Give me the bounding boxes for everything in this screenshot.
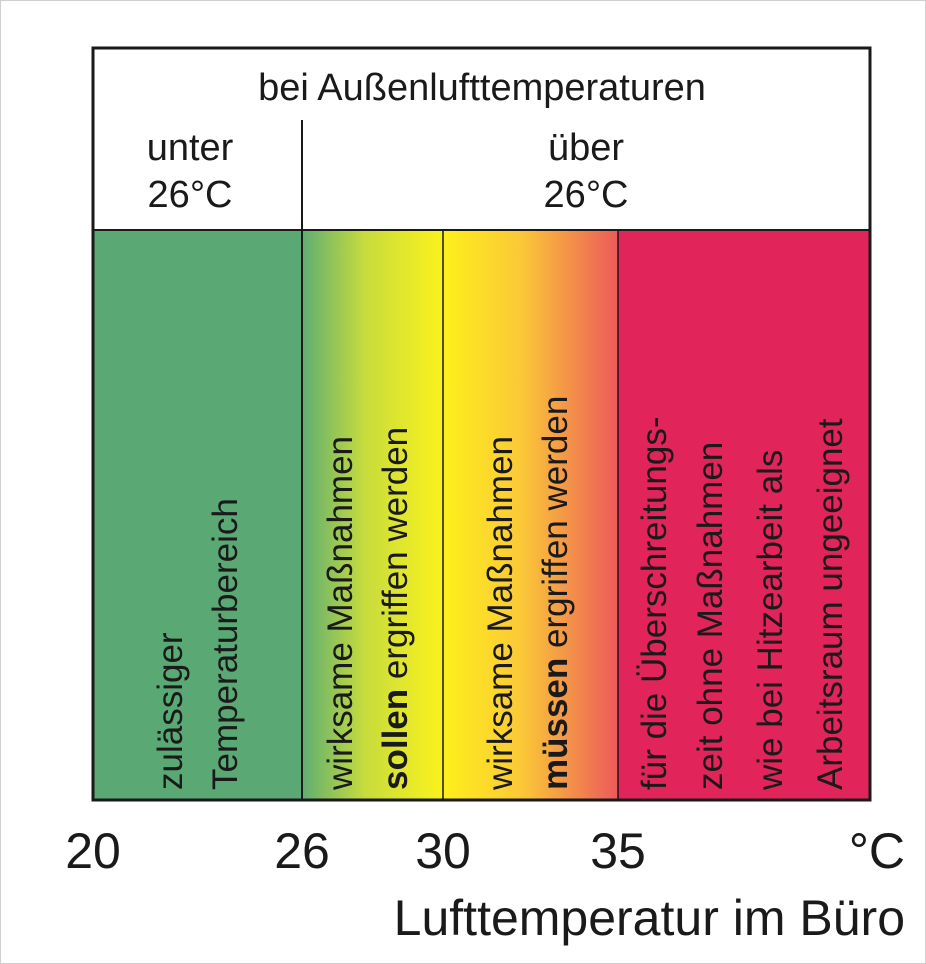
zone-text: zulässiger: [151, 632, 190, 790]
zone-text-part: sollen: [376, 689, 415, 790]
header-left: 26°C: [148, 174, 233, 216]
axis-label: Lufttemperatur im Büro: [394, 890, 905, 946]
zone-yellow: [302, 230, 443, 800]
header-left: unter: [147, 127, 234, 169]
zone-text: sollen ergriffen werden: [376, 427, 415, 790]
axis-tick: °C: [849, 823, 905, 879]
zone-orange: [443, 230, 618, 800]
zone-text: zeit ohne Maßnahmen: [691, 442, 730, 790]
zone-text: wirksame Maßnahmen: [321, 436, 360, 791]
zone-text: Temperaturbereich: [206, 498, 245, 790]
zone-text-part: wirksame Maßnahmen: [321, 436, 360, 791]
axis-tick: 20: [65, 823, 121, 879]
zone-text-part: müssen: [536, 658, 575, 790]
header-right: 26°C: [544, 174, 629, 216]
header-right: über: [548, 127, 624, 169]
axis-tick: 30: [415, 823, 471, 879]
zone-green: [93, 230, 302, 800]
zone-text-part: Temperaturbereich: [206, 498, 245, 790]
zone-text: wie bei Hitzearbeit als: [751, 450, 790, 791]
header-title: bei Außenlufttemperaturen: [258, 67, 706, 109]
zone-text: Arbeitsraum ungeeignet: [811, 418, 850, 790]
zone-text-part: wirksame Maßnahmen: [481, 436, 520, 791]
zone-text-part: für die Überschreitungs-: [635, 417, 674, 791]
zone-text: für die Überschreitungs-: [635, 417, 674, 791]
zone-text-part: Arbeitsraum ungeeignet: [811, 418, 850, 790]
zone-text: müssen ergriffen werden: [536, 396, 575, 790]
box: [91, 46, 872, 802]
axis-tick: 35: [590, 823, 646, 879]
zone-text-part: zeit ohne Maßnahmen: [691, 442, 730, 790]
zone-text-part: ergriffen werden: [376, 427, 415, 689]
axis-tick: 26: [274, 823, 330, 879]
zone-red: [618, 230, 870, 800]
zone-text-part: zulässiger: [151, 632, 190, 790]
zone-text-part: ergriffen werden: [536, 396, 575, 658]
zone-text: wirksame Maßnahmen: [481, 436, 520, 791]
zone-text-part: wie bei Hitzearbeit als: [751, 450, 790, 791]
